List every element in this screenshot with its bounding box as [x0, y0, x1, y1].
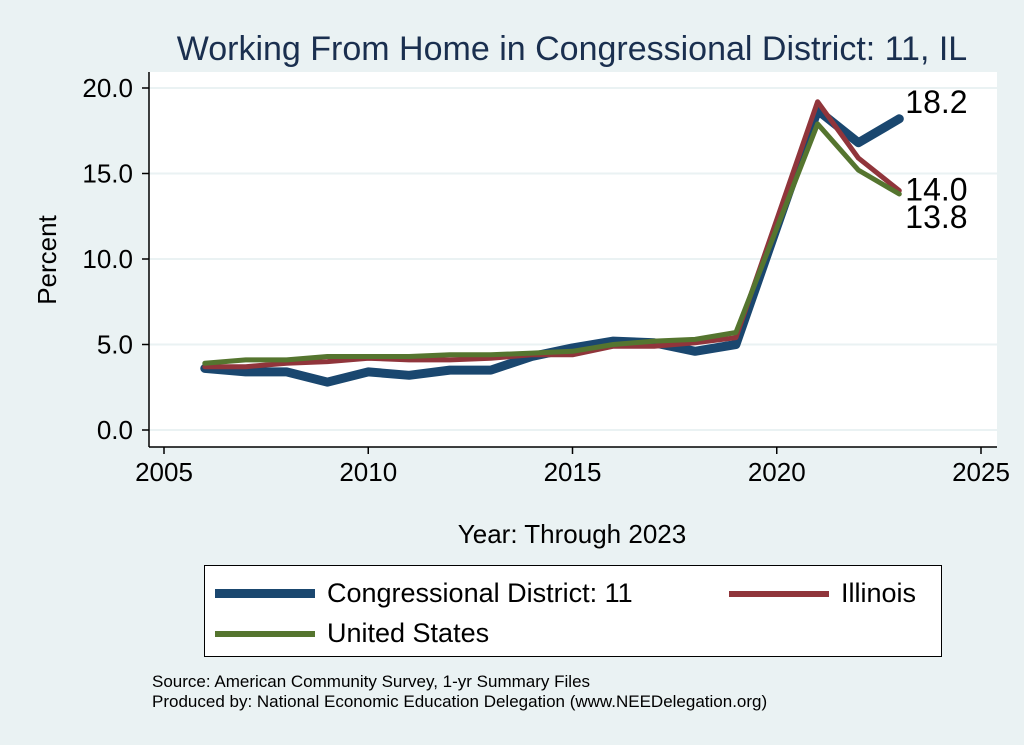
end-label-1: 14.0: [905, 172, 967, 208]
x-tick-label: 2020: [748, 457, 806, 487]
x-tick-label: 2025: [952, 457, 1010, 487]
gridlines: [149, 87, 997, 431]
chart-title: Working From Home in Congressional Distr…: [177, 30, 967, 68]
end-labels: 18.2 14.013.8: [905, 84, 967, 235]
producer-line: Produced by: National Economic Education…: [152, 692, 768, 711]
x-axis-ticks: 2005 2010 2015 2020 2025: [135, 447, 1010, 487]
y-tick-label: 15.0: [82, 159, 133, 189]
legend-item-cd11: Congressional District: 11: [215, 578, 633, 609]
y-tick-label: 5.0: [97, 330, 133, 360]
x-tick-label: 2010: [339, 457, 397, 487]
legend-label-us: United States: [327, 618, 490, 648]
y-axis-ticks: 0.0 5.0 10.0 15.0 20.0: [82, 73, 149, 445]
legend-label-illinois: Illinois: [841, 578, 917, 608]
source-note: Source: American Community Survey, 1-yr …: [152, 672, 767, 712]
source-line: Source: American Community Survey, 1-yr …: [152, 672, 591, 691]
legend-swatch-cd11: [215, 589, 315, 598]
end-label-0: 18.2: [905, 84, 967, 120]
legend-item-us: United States: [215, 618, 489, 649]
x-tick-label: 2015: [544, 457, 602, 487]
legend-label-cd11: Congressional District: 11: [327, 578, 633, 608]
y-tick-label: 0.0: [97, 415, 133, 445]
x-tick-label: 2005: [135, 457, 193, 487]
end-label-2: 13.8: [905, 199, 967, 235]
legend-item-illinois: Illinois: [729, 578, 916, 609]
y-tick-label: 10.0: [82, 244, 133, 274]
legend-swatch-illinois: [729, 590, 829, 597]
y-tick-label: 20.0: [82, 73, 133, 103]
legend: Congressional District: 11 Illinois Unit…: [204, 565, 942, 657]
y-axis-label: Percent: [32, 214, 62, 304]
legend-swatch-us: [215, 630, 315, 637]
series-line-2: [202, 121, 902, 366]
series-lines: [200, 99, 904, 387]
x-axis-label: Year: Through 2023: [458, 519, 686, 549]
